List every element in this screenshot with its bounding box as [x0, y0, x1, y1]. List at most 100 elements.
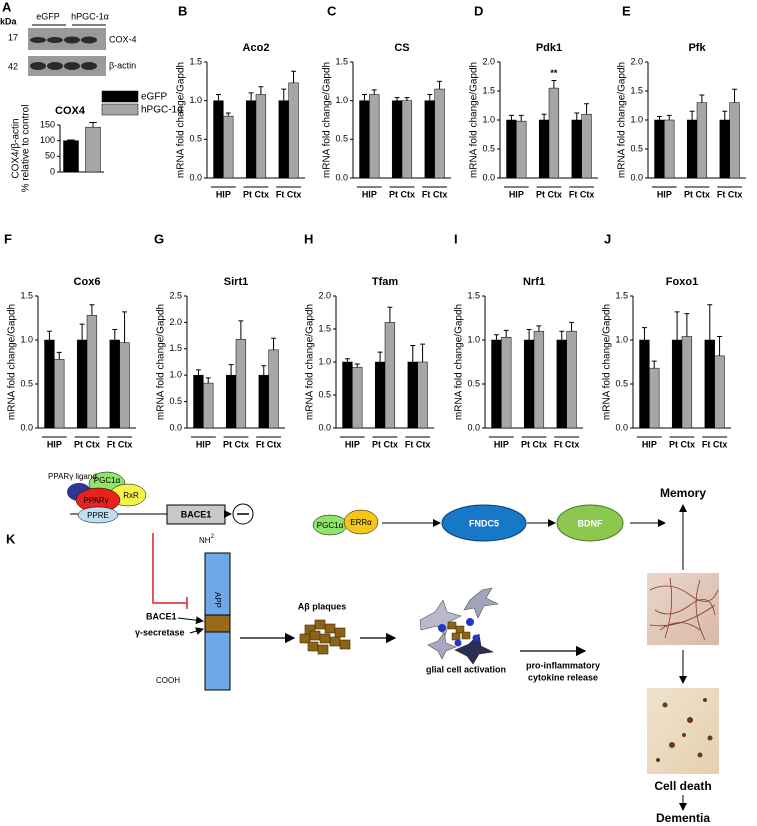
bar	[235, 339, 247, 429]
chart-title: Tfam	[372, 276, 399, 288]
glial-label: glial cell activation	[426, 664, 506, 674]
bar	[424, 100, 435, 179]
bar	[639, 339, 650, 429]
y-tick-label: 1.5	[20, 290, 33, 300]
error-bar	[707, 304, 713, 340]
error-bar	[427, 93, 433, 101]
panel-label: H	[304, 231, 313, 246]
bar	[516, 120, 527, 179]
error-bar	[559, 330, 565, 340]
bar	[729, 102, 740, 179]
panel-label: K	[6, 531, 16, 546]
panel-label: D	[474, 3, 483, 18]
bar	[85, 126, 101, 173]
blot-marker: 42	[8, 61, 18, 71]
y-tick-label: 1.0	[467, 334, 480, 344]
y-tick-label: 1.5	[467, 290, 480, 300]
bar	[671, 339, 683, 429]
y-axis-label: % relative to control	[21, 105, 32, 193]
y-tick-label: 0.0	[467, 422, 480, 432]
bar	[664, 119, 675, 179]
chart-title: Pdk1	[536, 42, 562, 54]
x-tick-label: HIP	[345, 439, 360, 449]
y-tick-label: 1.5	[335, 56, 348, 66]
rxr-label: RxR	[123, 491, 139, 500]
y-tick-label: 0.0	[482, 172, 495, 182]
erra-label: ERRα	[350, 518, 372, 527]
y-tick-label: 1.0	[189, 95, 202, 105]
bar	[352, 367, 363, 429]
micrograph-texture	[649, 577, 719, 641]
error-bar	[404, 97, 410, 101]
plaques-label: Aβ plaques	[298, 601, 347, 611]
y-tick-label: 1.0	[615, 334, 628, 344]
bar	[203, 382, 214, 429]
bar	[44, 339, 55, 429]
memory-label: Memory	[660, 486, 706, 500]
error-bar	[291, 70, 297, 83]
y-tick-label: 0	[50, 166, 55, 176]
y-tick-label: 2.0	[318, 290, 331, 300]
bar	[714, 355, 725, 429]
bar	[566, 330, 577, 429]
app-label: APP	[213, 592, 222, 608]
error-bar	[699, 94, 705, 103]
bar	[407, 361, 418, 429]
blot-marker: 17	[8, 32, 18, 42]
y-tick-label: 1.0	[20, 334, 33, 344]
error-bar	[258, 86, 264, 95]
y-tick-label: 1.5	[189, 56, 202, 66]
blot-bands	[30, 36, 97, 70]
y-axis-label: mRNA fold change/Gapdh	[176, 62, 187, 178]
x-tick-label: Ft Ctx	[405, 439, 431, 449]
band-label: β-actin	[109, 60, 136, 70]
annotation: **	[550, 68, 558, 78]
x-tick-label: Pt Ctx	[389, 189, 415, 199]
error-bar	[215, 93, 221, 101]
error-bar	[387, 306, 393, 323]
bar	[245, 100, 257, 179]
chart-title: Sirt1	[224, 276, 248, 288]
lane-label: hPGC-1α	[71, 11, 109, 21]
error-bar	[518, 114, 524, 122]
chart-title: Cox6	[74, 276, 101, 288]
bar	[491, 339, 502, 429]
bar	[255, 94, 267, 179]
y-axis-label: mRNA fold change/Gapdh	[617, 62, 628, 178]
x-tick-label: HIP	[494, 439, 509, 449]
error-bar	[684, 313, 690, 337]
x-tick-label: HIP	[196, 439, 211, 449]
y-axis-label: mRNA fold change/Gapdh	[454, 304, 465, 420]
diagram: K PPARγ ligand PGC1α RxR PPARγ PPRE BACE…	[6, 471, 719, 825]
y-tick-label: 1.0	[630, 114, 643, 124]
bar	[63, 140, 79, 173]
y-tick-label: 0.5	[630, 143, 643, 153]
x-tick-label: HIP	[657, 189, 672, 199]
chart-title: Nrf1	[523, 276, 545, 288]
bar	[704, 339, 715, 429]
y-tick-label: 0.0	[630, 172, 643, 182]
y-tick-label: 0.0	[189, 172, 202, 182]
x-tick-label: Pt Ctx	[521, 439, 547, 449]
ppre-shape	[77, 506, 119, 524]
y-tick-label: 0.5	[615, 378, 628, 388]
error-bar	[122, 311, 128, 343]
y-axis-label: mRNA fold change/Gapdh	[305, 304, 316, 420]
glial-cells	[419, 587, 499, 665]
x-tick-label: Ft Ctx	[554, 439, 580, 449]
error-bar	[79, 323, 85, 340]
micrograph-texture	[656, 698, 713, 762]
error-bar	[437, 80, 443, 90]
y-axis-label: COX4/β-actin	[11, 118, 22, 178]
bar	[719, 119, 730, 179]
bar	[501, 337, 512, 429]
bdnf-label: BDNF	[578, 518, 603, 528]
y-axis-label: mRNA fold change/Gapdh	[7, 304, 18, 420]
y-tick-label: 1.0	[318, 356, 331, 366]
x-tick-label: Pt Ctx	[684, 189, 710, 199]
y-tick-label: 2.5	[169, 290, 182, 300]
y-tick-label: 2.0	[169, 317, 182, 327]
cytokine-label: cytokine release	[528, 672, 598, 682]
chart-title: Pfk	[688, 42, 706, 54]
x-tick-label: Pt Ctx	[223, 439, 249, 449]
